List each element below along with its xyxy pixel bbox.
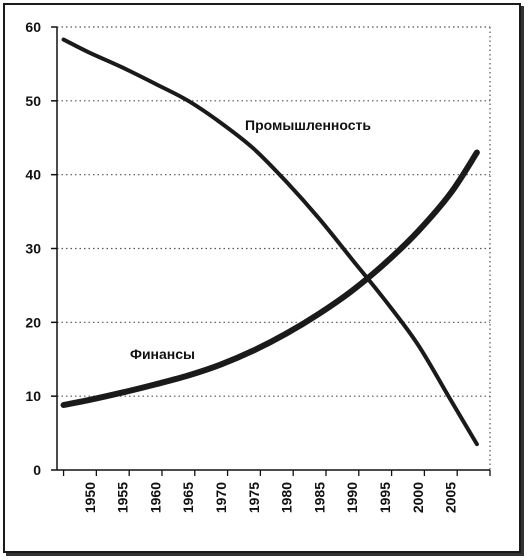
x-tick-label: 1955 (115, 482, 131, 513)
y-tick-label: 30 (25, 241, 41, 257)
y-tick-label: 0 (33, 462, 41, 478)
x-tick-label: 1970 (213, 482, 229, 513)
x-tick-label: 1975 (246, 482, 262, 513)
series-line-finance (60, 149, 480, 409)
y-tick-label: 40 (25, 167, 41, 183)
x-tick-label: 1980 (279, 482, 295, 513)
series-line-industry (61, 37, 479, 447)
y-tick-label: 10 (25, 388, 41, 404)
chart-frame (3, 3, 521, 553)
x-tick-label: 1950 (82, 482, 98, 513)
x-tick-label: 1985 (311, 482, 327, 513)
series-lines (60, 37, 480, 447)
grid-lines (57, 26, 491, 470)
y-tick-label: 60 (25, 19, 41, 35)
y-tick-label: 20 (25, 314, 41, 330)
y-axis-ticks: 0 10 20 30 40 50 60 (25, 19, 57, 478)
x-tick-label: 1960 (147, 482, 163, 513)
x-tick-label: 2000 (410, 482, 426, 513)
series-label-industry: Промышленность (245, 117, 371, 133)
series-label-finance: Финансы (130, 346, 195, 362)
x-axis-ticks: 1950 1955 1960 1965 1970 1975 1980 1985 1990 1995… (62, 470, 491, 513)
x-tick-label: 2005 (443, 482, 459, 513)
x-tick-label: 1990 (344, 482, 360, 513)
x-tick-label: 1995 (377, 482, 393, 513)
x-tick-label: 1965 (180, 482, 196, 513)
y-tick-label: 50 (25, 93, 41, 109)
